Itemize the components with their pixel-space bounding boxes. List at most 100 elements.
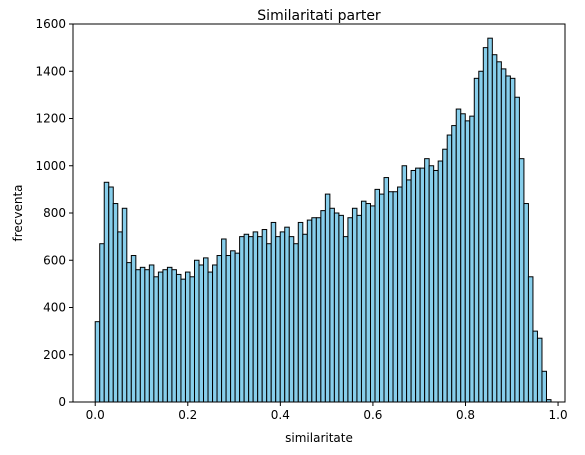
histogram-bar <box>401 165 408 403</box>
histogram-bar <box>216 255 223 403</box>
histogram-bar <box>112 203 119 403</box>
histogram-bar <box>311 217 317 403</box>
histogram-bar <box>410 169 417 403</box>
histogram-bar <box>324 193 331 403</box>
y-axis: 0 200 400 600 800 1000 1200 1400 1600 <box>35 17 73 409</box>
histogram-bar <box>306 219 313 403</box>
histogram-bar <box>130 255 137 403</box>
histogram-bar <box>469 115 475 403</box>
y-tick-label: 200 <box>43 348 66 362</box>
histogram-bar <box>175 273 182 403</box>
x-tick-label: 0.4 <box>271 408 290 422</box>
histogram-bar <box>144 269 150 403</box>
histogram-bar <box>383 177 390 403</box>
histogram-bar <box>523 203 529 403</box>
histogram-bar <box>442 148 448 403</box>
histogram-bar <box>360 200 367 403</box>
histogram-bar <box>536 337 543 403</box>
y-tick-label: 600 <box>43 253 66 267</box>
histogram-bar <box>203 257 209 403</box>
histogram-bar <box>193 259 200 403</box>
histogram-bar <box>126 262 132 403</box>
histogram-bar <box>257 236 263 403</box>
histogram-bar <box>239 236 245 403</box>
histogram-bar <box>351 207 358 403</box>
histogram-bar <box>333 212 340 403</box>
histogram-bar <box>162 269 168 403</box>
histogram-bar <box>207 271 214 403</box>
histogram-bar <box>320 210 326 403</box>
histogram-bar <box>464 120 471 403</box>
y-tick-label: 1400 <box>35 64 66 78</box>
histogram-bar <box>491 54 498 403</box>
histogram-bar <box>356 214 362 403</box>
histogram-bar <box>248 236 254 403</box>
histogram-bar <box>446 134 453 403</box>
histogram-bar <box>166 266 173 403</box>
y-tick-label: 800 <box>43 206 66 220</box>
histogram-bar <box>94 321 101 403</box>
histogram-bar <box>108 186 114 403</box>
x-axis: 0.0 0.2 0.4 0.6 0.8 1.0 <box>86 402 568 422</box>
histogram-bar <box>221 238 227 403</box>
histogram-bar <box>455 108 462 403</box>
histogram-bar <box>266 243 272 403</box>
histogram-bar <box>284 226 290 403</box>
chart-title: Similaritati parter <box>257 8 381 24</box>
histogram-bar <box>347 217 353 403</box>
histogram-bar <box>342 236 349 403</box>
histogram-bar <box>505 75 511 403</box>
x-tick-label: 0.2 <box>178 408 197 422</box>
histogram-bar <box>230 250 236 403</box>
histogram-bar <box>103 181 110 403</box>
histogram-bar <box>424 158 430 403</box>
histogram-bar <box>243 233 250 403</box>
histogram-bar <box>541 370 547 403</box>
y-tick-label: 0 <box>58 395 66 409</box>
histogram-bar <box>297 221 304 403</box>
histogram-bar <box>500 68 507 403</box>
histogram-bar <box>157 271 164 403</box>
x-axis-label: similaritate <box>285 431 353 445</box>
histogram-bar <box>369 205 376 403</box>
histogram-bar <box>392 191 399 403</box>
histogram-bar <box>117 231 123 403</box>
histogram-bar <box>397 186 403 403</box>
histogram-bar <box>437 160 444 403</box>
histogram-bar <box>482 47 489 403</box>
histogram-bar <box>293 243 299 403</box>
histogram-bar <box>288 236 295 403</box>
histogram-bar <box>99 243 105 403</box>
histogram-bar <box>374 188 381 403</box>
histogram-bar <box>270 221 277 403</box>
histogram-bar <box>121 207 128 403</box>
x-tick-label: 0.0 <box>86 408 105 422</box>
histogram-bar <box>198 264 205 403</box>
histogram-bar <box>433 169 439 403</box>
y-tick-label: 1600 <box>35 17 66 31</box>
histogram-bar <box>189 276 195 403</box>
histogram-bar <box>514 96 520 403</box>
y-tick-label: 1200 <box>35 112 66 126</box>
histogram-bar <box>279 231 286 403</box>
histogram-bar <box>275 236 281 403</box>
histogram-bar <box>527 276 534 403</box>
bars-group <box>94 37 552 403</box>
histogram-bar <box>329 207 335 403</box>
histogram-bar <box>406 179 412 403</box>
histogram-bar <box>428 165 435 403</box>
histogram-bar <box>153 276 159 403</box>
histogram-bar <box>388 191 394 403</box>
histogram-bar <box>532 330 538 403</box>
y-tick-label: 1000 <box>35 159 66 173</box>
histogram-bar <box>139 266 146 403</box>
histogram-bar <box>460 113 466 403</box>
histogram-bar <box>171 269 177 403</box>
histogram-bar <box>509 77 516 403</box>
histogram-bar <box>135 269 141 403</box>
histogram-bar <box>379 193 385 403</box>
histogram-bar <box>252 231 259 403</box>
y-tick-label: 400 <box>43 301 66 315</box>
histogram-bar <box>478 70 484 403</box>
